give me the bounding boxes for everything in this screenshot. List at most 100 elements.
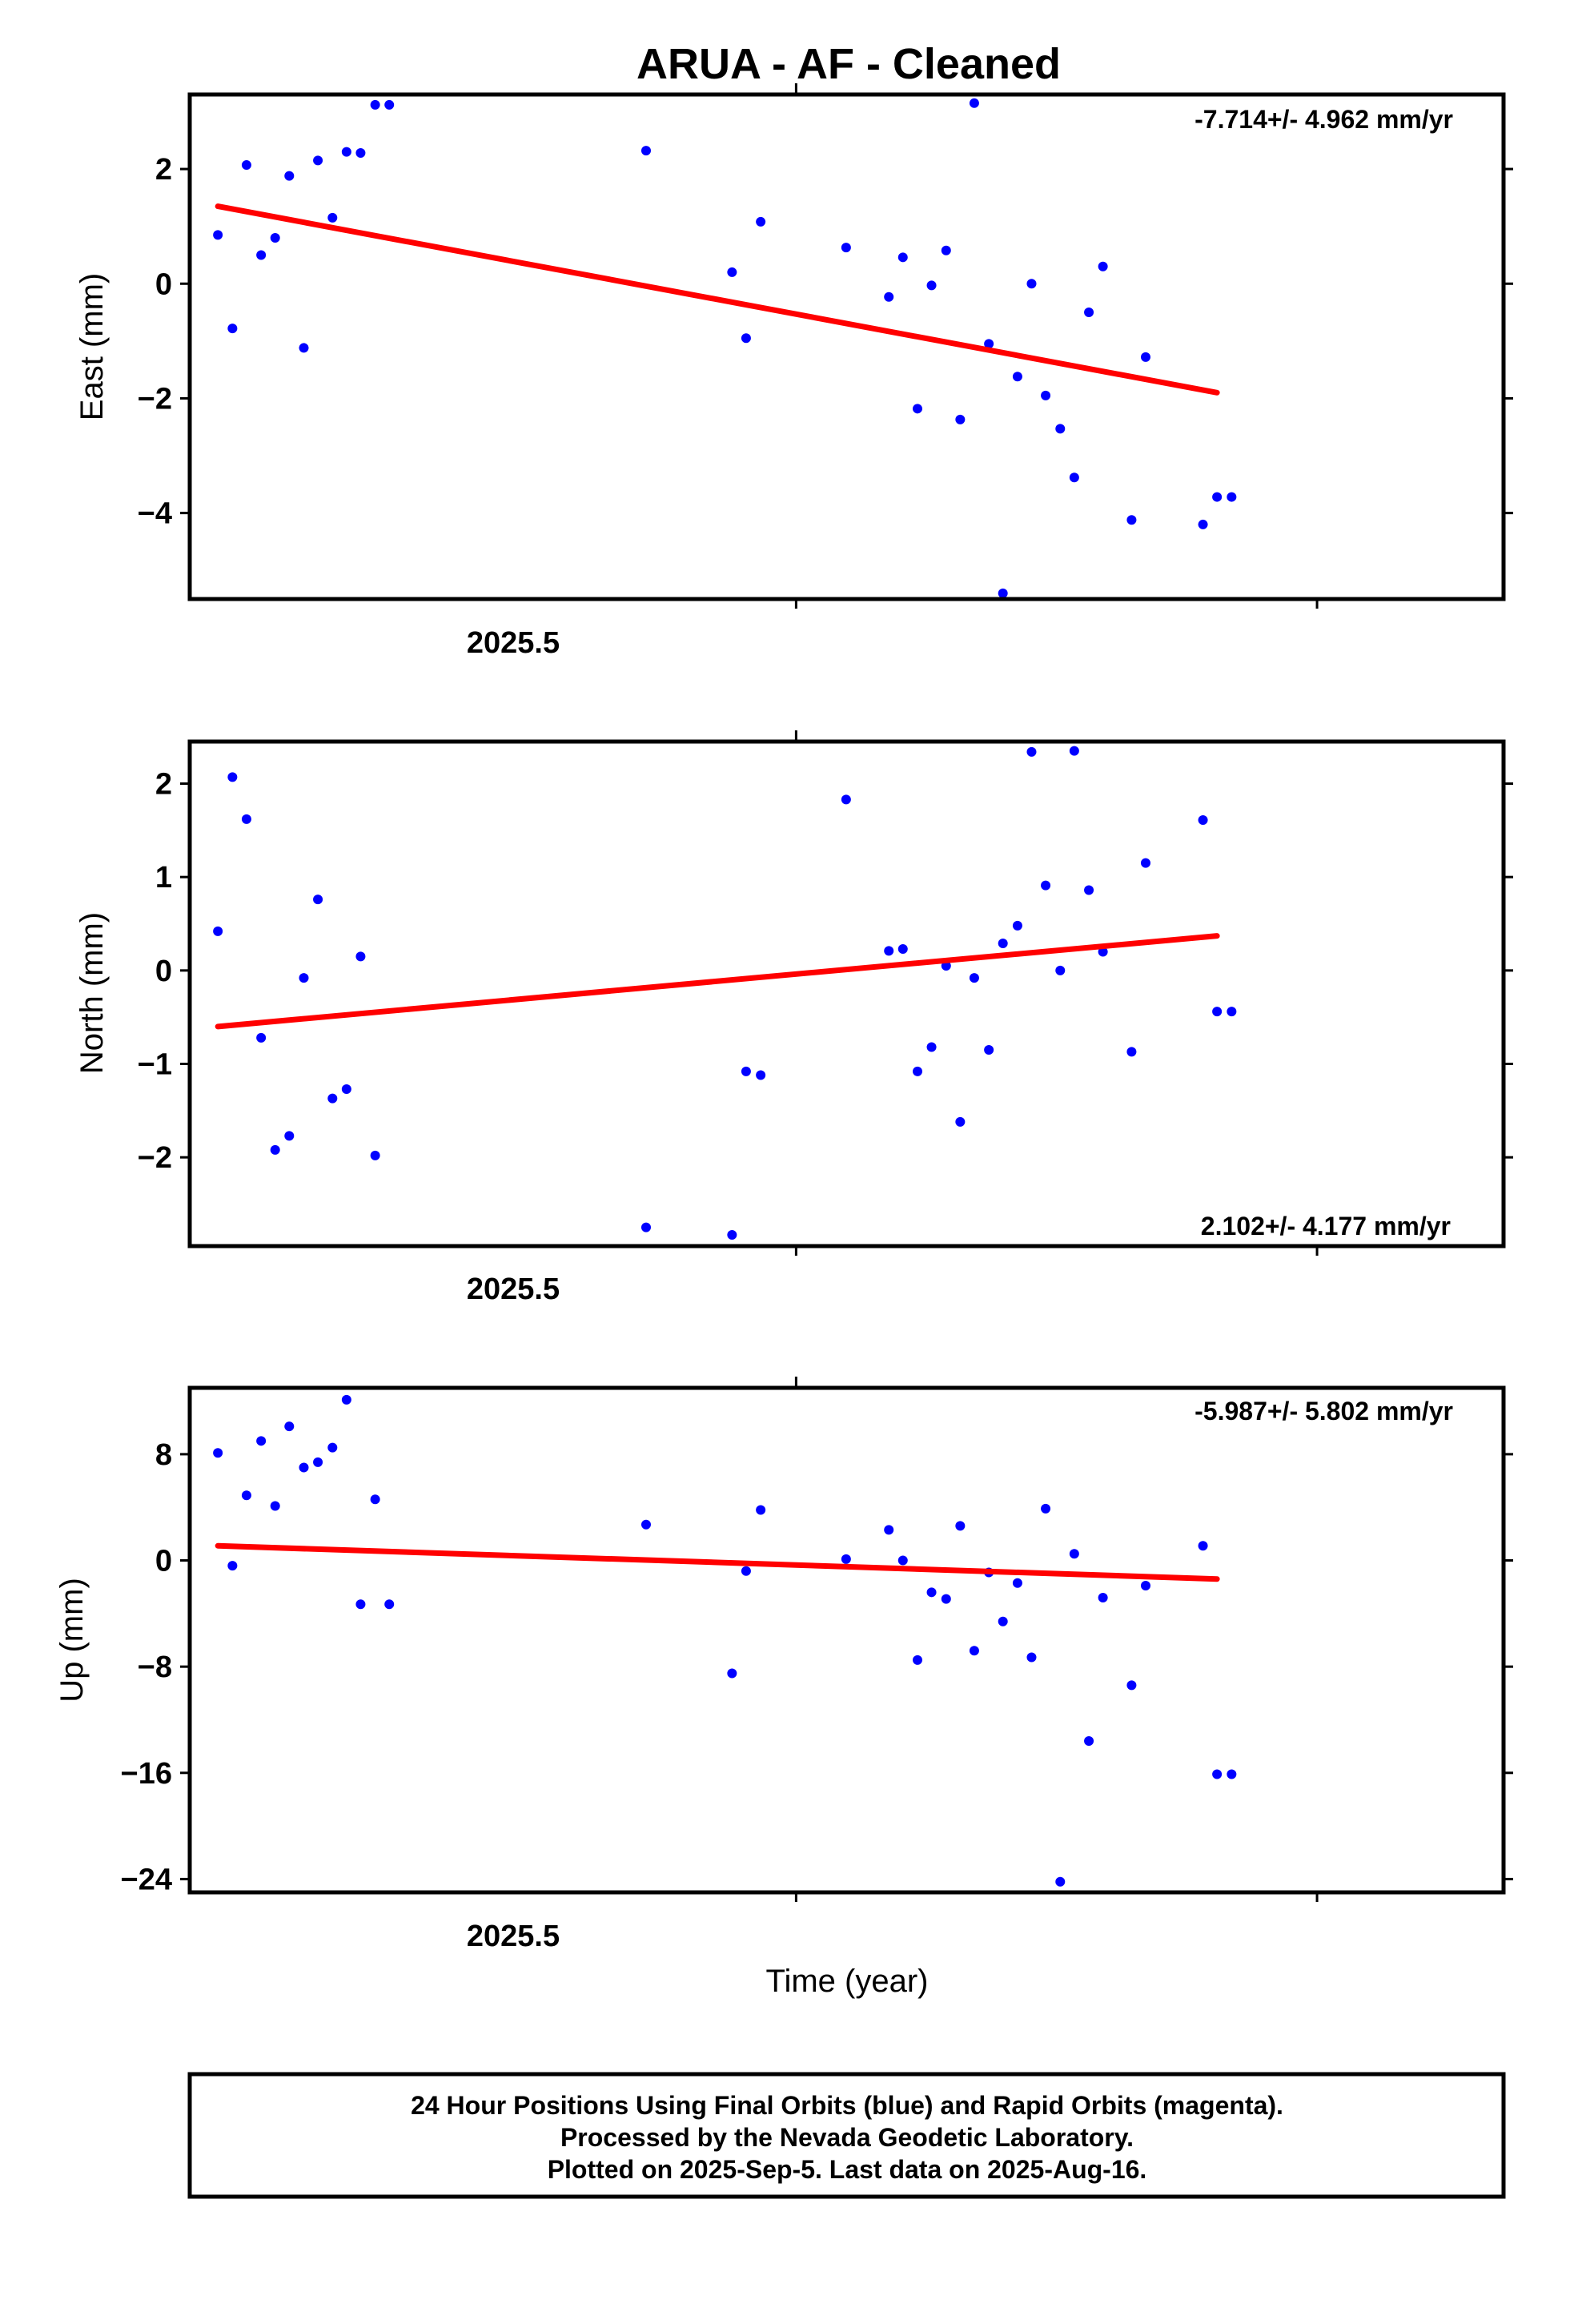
east-data-point <box>969 98 979 108</box>
east-data-point <box>313 155 323 166</box>
north-data-point <box>969 973 979 983</box>
east-data-point <box>1126 515 1137 525</box>
east-data-point <box>1026 279 1037 289</box>
up-data-point <box>640 1519 651 1530</box>
east-data-point <box>1140 352 1150 362</box>
north-data-point <box>1212 1007 1223 1017</box>
east-data-point <box>341 147 351 157</box>
up-data-point <box>1069 1549 1079 1559</box>
east-data-point <box>270 232 280 243</box>
east-ytick-label: 2 <box>155 153 172 187</box>
east-ylabel: East (mm) <box>74 273 110 420</box>
east-data-point <box>756 216 766 227</box>
east-xtick-label: 2025.5 <box>467 626 560 660</box>
x-axis-label: Time (year) <box>766 1964 929 1999</box>
north-data-point <box>341 1084 351 1094</box>
footer-box: 24 Hour Positions Using Final Orbits (bl… <box>187 2072 1506 2199</box>
north-data-point <box>897 944 908 954</box>
north-data-point <box>227 772 238 782</box>
east-rate-label: -7.714+/- 4.962 mm/yr <box>1195 105 1453 134</box>
north-data-point <box>741 1066 751 1076</box>
footer-line-2: Processed by the Nevada Geodetic Laborat… <box>560 2123 1134 2152</box>
east-data-point <box>284 171 295 181</box>
north-data-point <box>313 895 323 905</box>
north-data-point <box>1140 858 1150 868</box>
north-rate-label: 2.102+/- 4.177 mm/yr <box>1201 1212 1451 1240</box>
up-data-point <box>741 1566 751 1576</box>
north-data-point <box>955 1116 966 1127</box>
north-data-point <box>327 1093 338 1104</box>
up-ytick-label: 8 <box>155 1438 172 1472</box>
east-data-point <box>256 250 267 260</box>
east-data-point <box>884 292 894 302</box>
east-data-point <box>299 343 309 353</box>
east-data-point <box>1084 308 1094 318</box>
up-yticks: 8 0 −8 −16 −24 <box>121 1377 1513 1902</box>
north-yticks: 2 1 0 −1 −2 <box>138 730 1513 1256</box>
east-data-point <box>640 146 651 156</box>
north-data-point <box>841 794 851 805</box>
north-data-point <box>299 973 309 983</box>
north-data-point <box>998 939 1008 948</box>
up-data-point <box>1126 1680 1137 1691</box>
north-data-point <box>213 926 223 936</box>
up-data-point <box>1098 1592 1108 1602</box>
east-data-point <box>1055 424 1066 434</box>
east-data-point <box>912 404 922 414</box>
north-data-point <box>1026 746 1037 757</box>
up-data-point <box>227 1561 238 1571</box>
up-data-point <box>897 1555 908 1566</box>
north-ytick-label: 2 <box>155 768 172 802</box>
up-data-point <box>355 1599 366 1610</box>
east-fit-line <box>215 203 1220 396</box>
up-data-point <box>756 1505 766 1515</box>
north-data-point <box>884 946 894 956</box>
up-ytick-label: −8 <box>138 1651 172 1684</box>
footer-line-1: 24 Hour Positions Using Final Orbits (bl… <box>411 2091 1283 2120</box>
north-data-point <box>1069 746 1079 756</box>
up-data-point <box>1026 1652 1037 1663</box>
east-data-point <box>370 99 380 110</box>
north-data-point <box>926 1042 937 1052</box>
north-data-points <box>213 746 1237 1240</box>
north-data-point <box>912 1066 922 1076</box>
north-xtick-label: 2025.5 <box>467 1273 560 1306</box>
north-data-point <box>1012 920 1022 931</box>
north-ytick-label: 0 <box>155 955 172 988</box>
up-ytick-label: −16 <box>121 1757 172 1791</box>
east-data-point <box>1069 472 1079 483</box>
north-data-point <box>727 1230 737 1240</box>
east-data-point <box>355 148 366 159</box>
east-data-point <box>926 280 937 291</box>
up-data-point <box>313 1457 323 1467</box>
east-data-points <box>213 98 1237 598</box>
east-data-point <box>213 230 223 240</box>
up-data-point <box>341 1394 351 1405</box>
east-data-point <box>1198 519 1208 529</box>
up-data-point <box>241 1490 251 1501</box>
up-data-point <box>327 1442 338 1453</box>
east-data-point <box>998 588 1008 598</box>
north-plot-frame <box>187 739 1506 1248</box>
up-data-point <box>969 1646 979 1656</box>
up-data-point <box>912 1655 922 1665</box>
up-data-points <box>213 1394 1237 1887</box>
north-ylabel: North (mm) <box>74 912 110 1074</box>
up-data-point <box>1198 1541 1208 1551</box>
up-data-point <box>884 1525 894 1535</box>
north-data-point <box>1055 965 1066 975</box>
up-data-point <box>998 1616 1008 1626</box>
up-rate-label: -5.987+/- 5.802 mm/yr <box>1195 1397 1453 1425</box>
up-data-point <box>270 1501 280 1511</box>
up-data-point <box>955 1521 966 1531</box>
east-data-point <box>941 245 951 255</box>
east-data-point <box>241 160 251 171</box>
north-data-point <box>284 1131 295 1141</box>
east-panel: 2 0 −2 −4 East (mm) 2025.5 -7.714+/- 4.962 … <box>74 83 1513 660</box>
east-data-point <box>727 267 737 277</box>
east-data-point <box>955 414 966 424</box>
east-data-point <box>984 339 994 349</box>
up-data-point <box>299 1462 309 1473</box>
east-data-point <box>841 243 851 253</box>
